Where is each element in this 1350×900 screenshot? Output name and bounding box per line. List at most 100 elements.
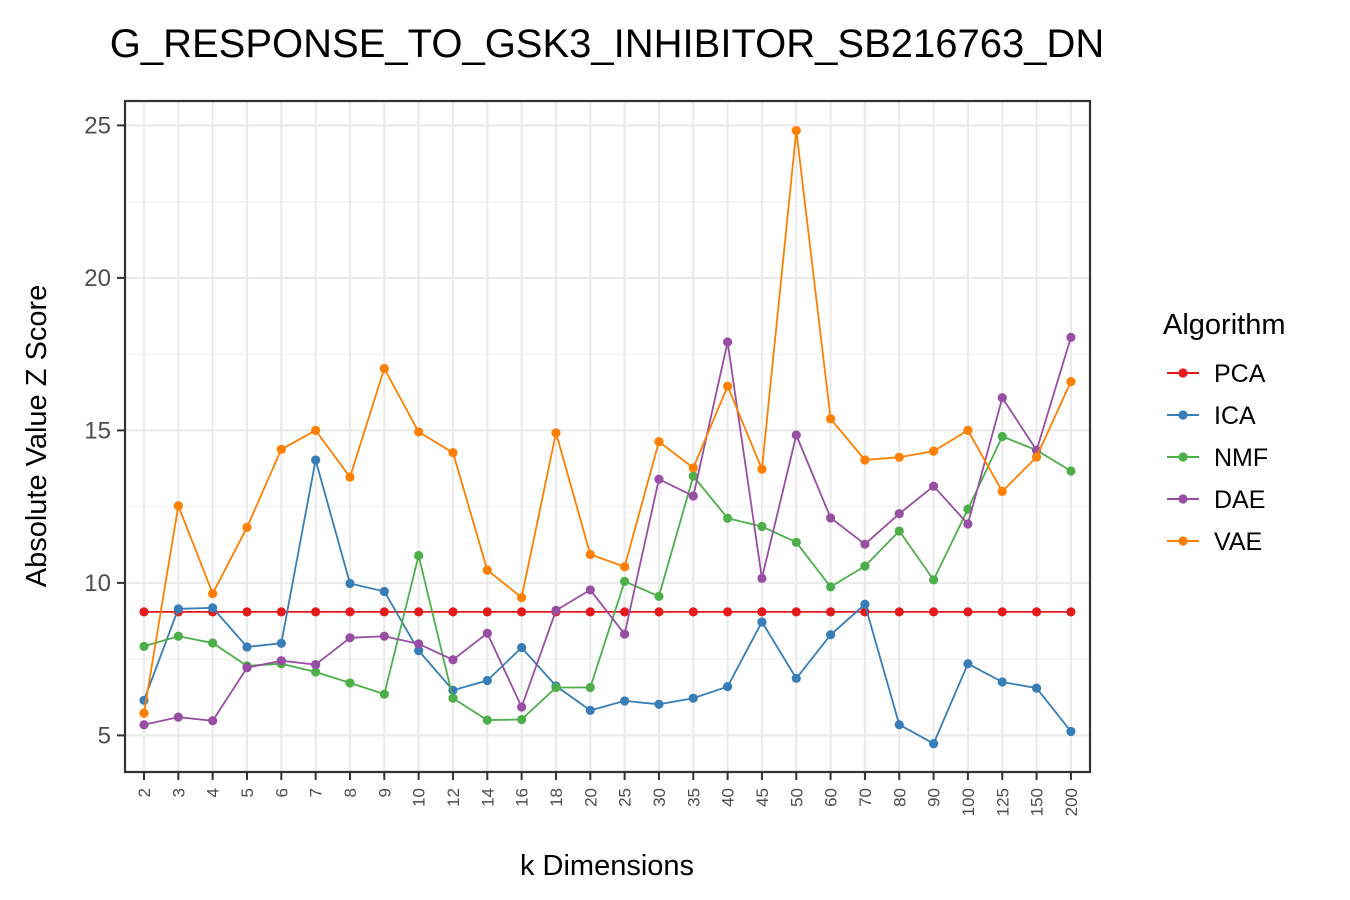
series-line-vae — [143, 129, 1072, 714]
data-point-vae — [723, 381, 733, 391]
data-point-nmf — [173, 631, 183, 641]
data-point-dae — [654, 474, 664, 484]
legend-key-point-dae — [1178, 494, 1188, 504]
legend-key-point-nmf — [1178, 452, 1188, 462]
data-point-ica — [1031, 683, 1042, 693]
data-point-vae — [928, 446, 939, 456]
x-tick-label: 6 — [272, 788, 291, 797]
data-point-pca — [276, 607, 286, 617]
data-point-pca — [517, 607, 527, 617]
y-tick-label: 15 — [84, 417, 111, 444]
data-point-pca — [826, 607, 836, 617]
data-point-vae — [1066, 377, 1076, 387]
legend-label-vae: VAE — [1214, 528, 1262, 556]
legend-key-point-pca — [1178, 368, 1188, 378]
x-tick-label: 150 — [1028, 788, 1047, 816]
data-point-ica — [620, 696, 630, 706]
data-point-ica — [963, 659, 973, 669]
data-point-pca — [585, 607, 595, 617]
data-point-nmf — [620, 576, 630, 586]
data-point-ica — [311, 455, 321, 465]
data-point-dae — [860, 539, 870, 549]
legend-label-dae: DAE — [1214, 486, 1265, 514]
data-point-dae — [517, 702, 527, 712]
data-point-dae — [894, 509, 904, 519]
data-point-dae — [276, 656, 286, 666]
data-point-pca — [1031, 607, 1042, 617]
legend-label-ica: ICA — [1214, 402, 1256, 430]
data-point-ica — [585, 705, 595, 715]
x-tick-label: 7 — [307, 788, 326, 797]
data-point-ica — [173, 604, 183, 614]
data-point-dae — [963, 519, 973, 529]
data-point-nmf — [517, 714, 527, 725]
data-point-dae — [414, 639, 424, 649]
data-point-vae — [551, 428, 561, 438]
data-point-nmf — [894, 526, 904, 536]
data-point-dae — [173, 712, 183, 722]
data-point-ica — [345, 578, 355, 589]
data-point-nmf — [139, 641, 149, 651]
data-point-vae — [997, 486, 1007, 496]
y-tick-label: 10 — [84, 570, 111, 597]
x-tick-label: 12 — [444, 788, 463, 807]
data-point-ica — [242, 642, 252, 652]
data-point-vae — [826, 414, 836, 424]
x-tick-label: 40 — [719, 788, 738, 807]
data-point-nmf — [791, 537, 801, 547]
data-point-pca — [928, 607, 939, 617]
x-tick-label: 60 — [822, 788, 841, 807]
data-point-vae — [208, 588, 218, 599]
data-point-ica — [276, 638, 286, 648]
x-tick-label: 50 — [787, 788, 806, 807]
data-point-dae — [997, 393, 1007, 403]
y-tick-label: 20 — [84, 265, 111, 292]
x-tick-label: 35 — [684, 788, 703, 807]
x-tick-label: 2 — [135, 788, 154, 797]
data-point-pca — [791, 607, 801, 617]
legend-key-point-ica — [1178, 410, 1188, 420]
data-point-vae — [139, 708, 149, 718]
series-line-dae — [143, 337, 1072, 726]
x-tick-label: 90 — [925, 788, 944, 807]
data-point-ica — [928, 739, 939, 749]
data-point-vae — [242, 522, 252, 532]
y-tick-label: 5 — [98, 722, 111, 749]
data-point-nmf — [688, 471, 698, 481]
x-tick-label: 25 — [616, 788, 635, 807]
x-tick-label: 125 — [993, 788, 1012, 816]
data-point-vae — [963, 425, 973, 435]
data-point-pca — [997, 607, 1007, 617]
data-point-ica — [791, 673, 801, 683]
data-point-dae — [448, 655, 458, 665]
data-point-nmf — [379, 689, 389, 699]
data-point-nmf — [448, 693, 458, 703]
data-point-vae — [688, 463, 698, 473]
data-point-dae — [379, 631, 389, 641]
data-point-nmf — [928, 575, 939, 585]
data-point-dae — [1066, 332, 1076, 342]
data-point-pca — [1066, 607, 1076, 617]
data-point-pca — [379, 607, 389, 617]
data-point-vae — [757, 464, 767, 474]
x-tick-label: 18 — [547, 788, 566, 807]
x-axis-title: k Dimensions — [520, 850, 694, 882]
y-axis-title: Absolute Value Z Score — [21, 285, 53, 588]
data-point-ica — [414, 646, 424, 656]
data-point-dae — [208, 716, 218, 726]
data-point-ica — [757, 617, 767, 627]
series-line-nmf — [143, 435, 1072, 721]
data-point-vae — [276, 444, 286, 454]
x-tick-label: 14 — [478, 788, 497, 807]
data-point-pca — [139, 607, 149, 617]
data-point-nmf — [414, 550, 424, 561]
data-point-dae — [482, 628, 492, 638]
data-point-ica — [826, 630, 836, 640]
data-point-vae — [173, 501, 183, 511]
x-tick-label: 5 — [238, 788, 257, 797]
data-point-vae — [654, 437, 664, 447]
y-tick-label: 25 — [84, 112, 111, 139]
x-tick-label: 3 — [169, 788, 188, 797]
